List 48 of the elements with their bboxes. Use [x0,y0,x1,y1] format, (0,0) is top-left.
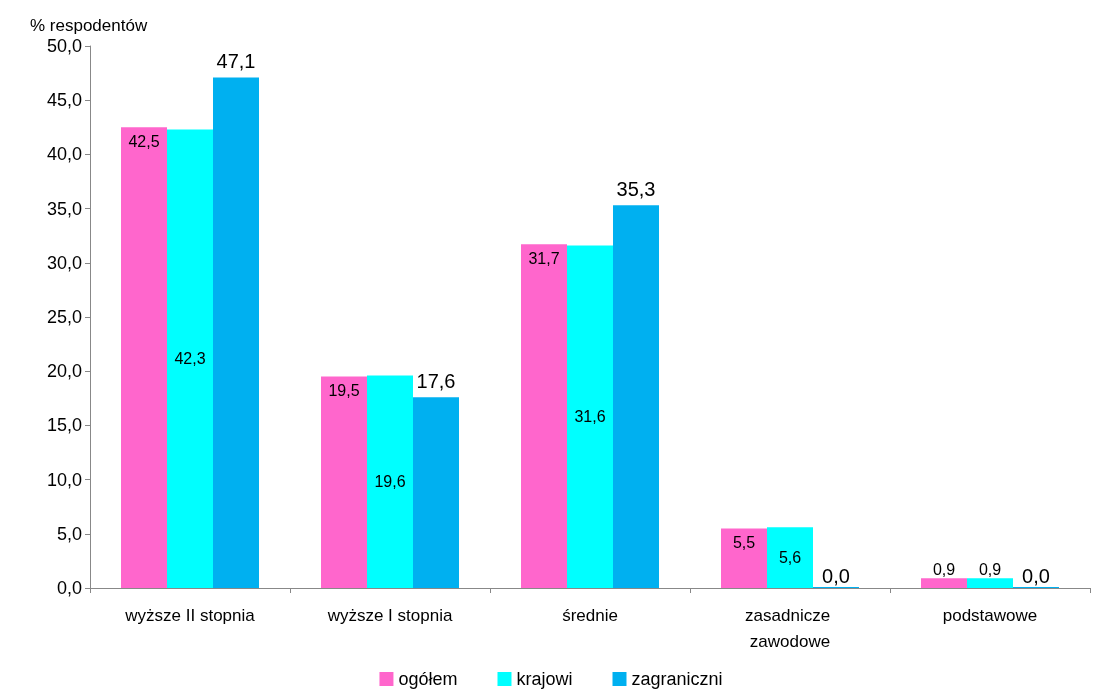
x-tick-label: wyższe II stopnia [124,605,256,625]
y-tick-label: 35,0 [46,198,82,219]
legend-label: zagraniczni [631,669,723,689]
y-tick-label: 15,0 [46,415,82,436]
bar [167,129,213,588]
data-label: 31,6 [574,408,606,426]
x-tick-label: podstawowe [942,605,1038,625]
x-tick-label: zasadnicze zawodowe [745,605,835,651]
bar [413,397,459,588]
y-tick-label: 10,0 [46,469,82,490]
data-label: 0,0 [1022,565,1050,587]
data-label: 42,3 [174,350,206,368]
bar [767,527,813,588]
y-axis-title: % respodentów [30,16,148,35]
bar [521,244,567,588]
data-label: 31,7 [528,249,560,267]
bar [967,578,1013,588]
y-tick-label: 5,0 [56,523,82,544]
y-tick-label: 40,0 [46,144,82,165]
data-label: 0,9 [978,560,1002,578]
bar [213,77,259,588]
data-label: 47,1 [216,50,256,73]
y-tick-label: 0,0 [56,578,82,598]
data-label: 5,6 [778,549,802,567]
bar [321,376,367,588]
data-label: 19,5 [328,382,360,400]
bar [567,245,613,588]
y-tick-label: 45,0 [46,90,82,111]
bar [367,375,413,588]
bar [921,578,967,588]
y-tick-label: 20,0 [46,361,82,382]
data-label: 19,6 [374,473,406,491]
data-label: 17,6 [416,370,456,393]
y-tick-label: 30,0 [46,252,82,273]
bar [613,205,659,588]
y-tick-label: 25,0 [46,307,82,327]
data-label: 0,9 [932,560,956,578]
x-tick-label: wyższe I stopnia [326,605,453,625]
data-label: 5,5 [732,533,756,551]
data-label: 35,3 [616,178,656,201]
legend-label: ogółem [398,669,458,689]
bar [721,528,767,588]
legend-label: krajowi [516,669,573,689]
x-tick-label: średnie [562,605,618,625]
y-tick-label: 50,0 [46,36,82,56]
data-label: 0,0 [822,565,850,587]
data-label: 42,5 [128,132,160,150]
bar [121,127,167,588]
